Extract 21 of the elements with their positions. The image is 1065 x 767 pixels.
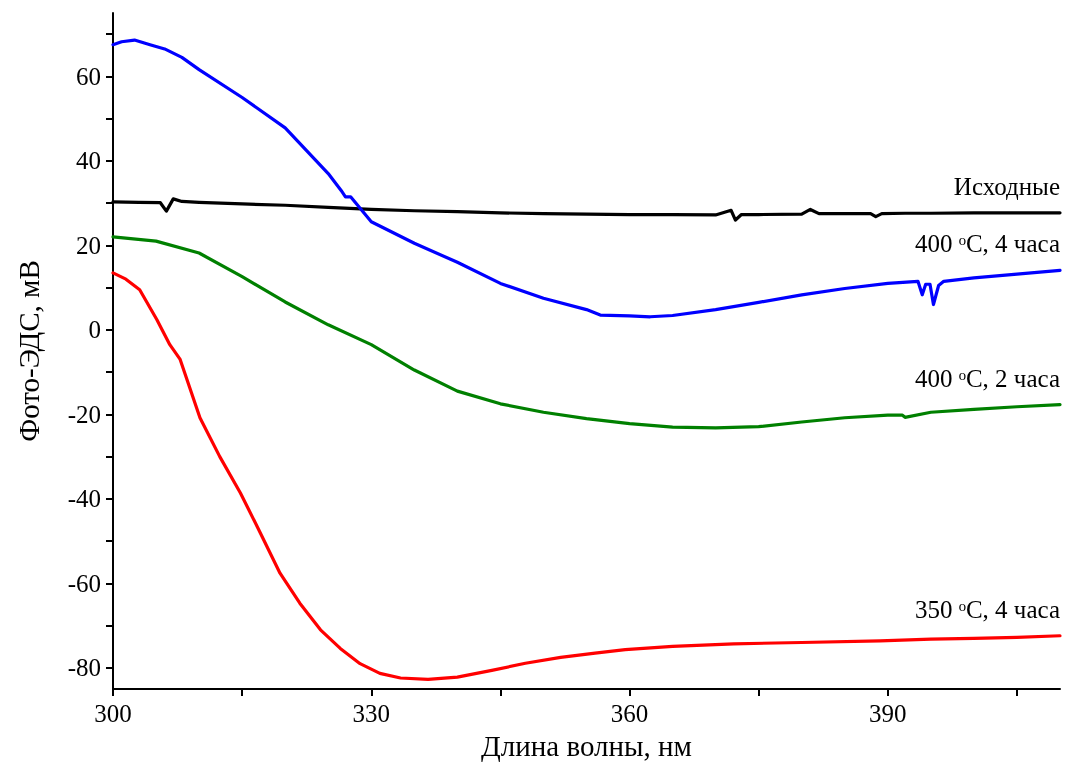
x-tick-label: 330 [352, 700, 391, 727]
x-tick-label: 390 [869, 700, 907, 727]
y-tick-label: -40 [67, 485, 101, 513]
y-tick-label: -80 [67, 654, 101, 682]
series-label: 400 ᵒC, 4 часа [914, 230, 1060, 258]
series-label: Исходные [953, 172, 1060, 200]
y-axis-title: Фото-ЭДС, мВ [12, 260, 45, 442]
x-axis-title: Длина волны, нм [481, 729, 692, 762]
y-tick-label: 20 [76, 231, 101, 259]
line-series [111, 271, 1062, 681]
y-tick-label: -60 [67, 569, 101, 597]
x-tick-label: 360 [610, 700, 649, 727]
y-tick-label: 60 [76, 62, 101, 90]
series-label: 350 ᵒC, 4 часа [914, 595, 1060, 623]
y-tick-label: -20 [67, 400, 101, 428]
x-tick-label: 300 [94, 700, 132, 727]
series-label: 400 ᵒC, 2 часа [914, 364, 1060, 392]
line-series [111, 235, 1062, 430]
line-series [111, 38, 1062, 319]
y-tick-label: 40 [76, 147, 101, 175]
y-tick-label: 0 [88, 316, 101, 344]
